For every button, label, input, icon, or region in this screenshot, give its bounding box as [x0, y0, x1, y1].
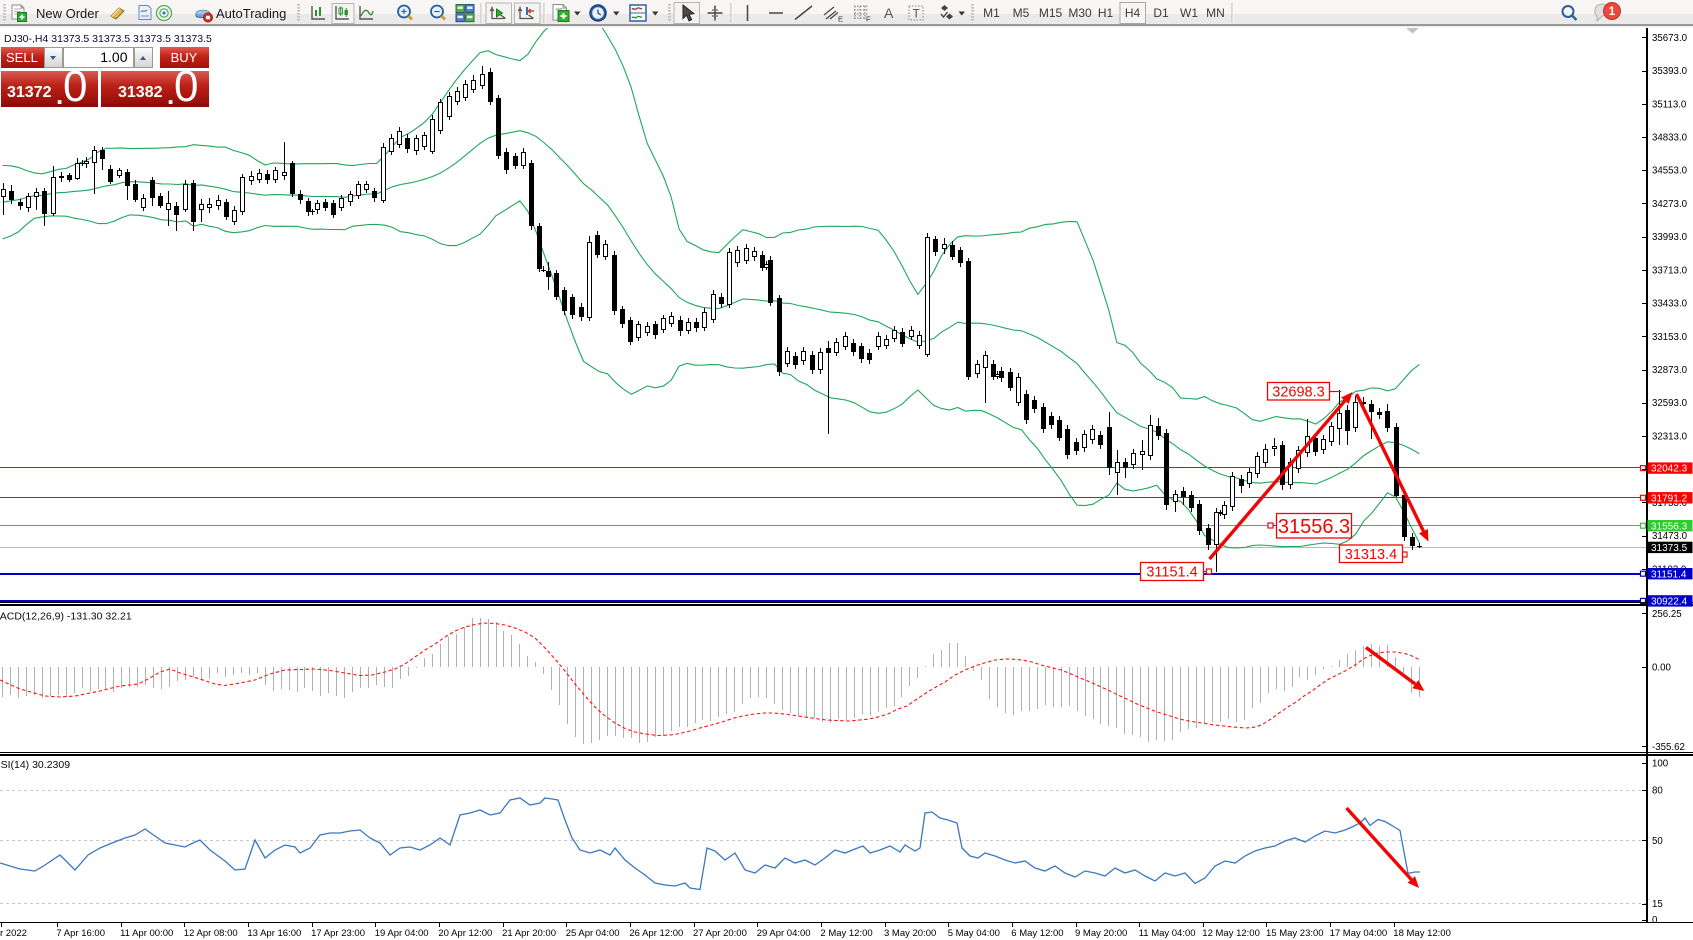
svg-text:21 Apr 20:00: 21 Apr 20:00	[502, 928, 556, 939]
svg-text:31313.4: 31313.4	[1345, 547, 1397, 563]
svg-text:34273.0: 34273.0	[1652, 199, 1688, 210]
svg-text:H1: H1	[1098, 6, 1114, 20]
svg-text:6 May 12:00: 6 May 12:00	[1011, 928, 1063, 939]
svg-text:33713.0: 33713.0	[1652, 265, 1688, 276]
svg-text:DJ30-,H4 31373.5 31373.5 3137: DJ30-,H4 31373.5 31373.5 31373.5 31373.5	[4, 33, 212, 45]
svg-text:15: 15	[1652, 899, 1663, 910]
svg-text:26 Apr 12:00: 26 Apr 12:00	[629, 928, 683, 939]
svg-text:25 Apr 04:00: 25 Apr 04:00	[566, 928, 620, 939]
svg-text:18 May 12:00: 18 May 12:00	[1393, 928, 1451, 939]
svg-text:80: 80	[1652, 786, 1663, 797]
svg-text:31151.4: 31151.4	[1651, 569, 1687, 580]
svg-text:M1: M1	[983, 6, 1000, 20]
svg-text:New Order: New Order	[36, 6, 100, 21]
svg-text:20 Apr 12:00: 20 Apr 12:00	[438, 928, 492, 939]
svg-text:30922.4: 30922.4	[1651, 597, 1688, 608]
svg-text:M30: M30	[1068, 6, 1092, 20]
svg-text:33153.0: 33153.0	[1652, 332, 1688, 343]
svg-text:+: +	[401, 6, 407, 18]
svg-text:M5: M5	[1013, 6, 1030, 20]
svg-text:32873.0: 32873.0	[1652, 365, 1688, 376]
svg-text:13 Apr 16:00: 13 Apr 16:00	[247, 928, 301, 939]
svg-text:31473.0: 31473.0	[1652, 531, 1688, 542]
svg-text:19 Apr 04:00: 19 Apr 04:00	[375, 928, 429, 939]
svg-text:r 2022: r 2022	[0, 928, 27, 939]
svg-text:11 May 04:00: 11 May 04:00	[1139, 928, 1196, 939]
svg-text:RSI(14) 30.2309: RSI(14) 30.2309	[0, 759, 70, 771]
svg-text:100: 100	[1652, 759, 1669, 770]
svg-text:27 Apr 20:00: 27 Apr 20:00	[693, 928, 747, 939]
svg-text:T: T	[913, 7, 921, 21]
svg-text:34553.0: 34553.0	[1652, 166, 1688, 177]
svg-text:256.25: 256.25	[1652, 609, 1682, 620]
svg-text:31556.3: 31556.3	[1651, 521, 1688, 532]
svg-text:35393.0: 35393.0	[1652, 66, 1688, 77]
svg-text:17 Apr 23:00: 17 Apr 23:00	[311, 928, 365, 939]
svg-text:32042.3: 32042.3	[1651, 464, 1688, 475]
svg-text:32698.3: 32698.3	[1272, 384, 1324, 400]
svg-text:15 May 23:00: 15 May 23:00	[1266, 928, 1324, 939]
svg-text:H4: H4	[1125, 6, 1141, 20]
svg-text:MACD(12,26,9) -131.30 32.21: MACD(12,26,9) -131.30 32.21	[0, 611, 132, 623]
svg-text:35113.0: 35113.0	[1652, 99, 1687, 110]
svg-text:7 Apr 16:00: 7 Apr 16:00	[56, 928, 105, 939]
svg-text:34833.0: 34833.0	[1652, 133, 1688, 144]
svg-text:AutoTrading: AutoTrading	[216, 6, 286, 21]
svg-text:35673.0: 35673.0	[1652, 33, 1688, 44]
svg-text:E: E	[838, 15, 843, 24]
svg-text:W1: W1	[1180, 6, 1198, 20]
svg-text:3 May 20:00: 3 May 20:00	[884, 928, 936, 939]
svg-text:31373.5: 31373.5	[1651, 543, 1688, 554]
svg-text:32593.0: 32593.0	[1652, 398, 1688, 409]
svg-text:31151.4: 31151.4	[1146, 565, 1197, 581]
svg-text:33433.0: 33433.0	[1652, 299, 1688, 310]
svg-text:F: F	[866, 15, 871, 24]
svg-text:31791.2: 31791.2	[1651, 493, 1688, 504]
svg-text:-355.62: -355.62	[1652, 742, 1685, 753]
svg-text:33993.0: 33993.0	[1652, 232, 1688, 243]
svg-text:−: −	[434, 6, 440, 18]
svg-text:29 Apr 04:00: 29 Apr 04:00	[757, 928, 811, 939]
svg-text:D1: D1	[1153, 6, 1169, 20]
svg-text:32313.0: 32313.0	[1652, 431, 1688, 442]
svg-text:11 Apr 00:00: 11 Apr 00:00	[120, 928, 173, 939]
svg-text:M15: M15	[1039, 6, 1063, 20]
svg-text:5 May 04:00: 5 May 04:00	[948, 928, 1000, 939]
svg-text:0.00: 0.00	[1652, 662, 1671, 673]
svg-text:50: 50	[1652, 836, 1663, 847]
svg-text:12 May 12:00: 12 May 12:00	[1202, 928, 1260, 939]
svg-text:12 Apr 08:00: 12 Apr 08:00	[184, 928, 238, 939]
svg-text:1: 1	[1609, 6, 1616, 18]
svg-text:2 May 12:00: 2 May 12:00	[820, 928, 872, 939]
svg-text:17 May 04:00: 17 May 04:00	[1330, 928, 1388, 939]
svg-text:9 May 20:00: 9 May 20:00	[1075, 928, 1127, 939]
svg-text:MN: MN	[1206, 6, 1225, 20]
svg-text:0: 0	[1652, 915, 1658, 926]
svg-text:31556.3: 31556.3	[1278, 516, 1350, 538]
svg-text:A: A	[884, 5, 894, 21]
